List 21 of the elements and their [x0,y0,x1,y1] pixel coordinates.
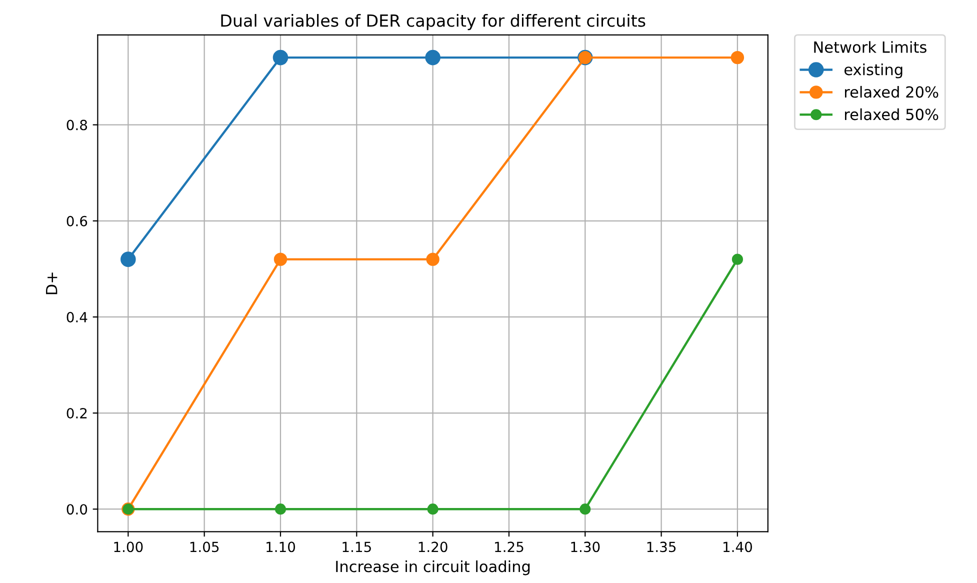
x-axis-title: Increase in circuit loading [336,560,530,576]
legend-label: relaxed 20% [845,86,938,98]
chart-title: Dual variables of DER capacity for different circuits [221,14,646,30]
x-tick-label: 1.05 [190,542,219,552]
x-tick-label: 1.15 [342,542,371,552]
x-tick-label: 1.40 [724,542,752,552]
legend-label: existing [844,64,902,78]
x-tick-label: 1.30 [571,542,600,552]
y-tick-label: 0.8 [66,120,88,130]
legend-label: relaxed 50% [845,108,938,120]
y-tick-label: 0.2 [66,408,87,419]
y-tick-label: 0.4 [66,312,88,322]
y-axis-title: D+ [46,272,58,294]
x-tick-label: 1.35 [647,542,676,552]
legend-title: Network Limits [814,41,926,53]
x-tick-label: 1.20 [418,542,448,552]
x-tick-label: 1.25 [495,542,524,552]
y-tick-label: 0.0 [66,504,88,515]
x-tick-label: 1.10 [266,542,296,552]
x-tick-label: 1.00 [114,542,143,552]
y-tick-label: 0.6 [66,216,88,226]
